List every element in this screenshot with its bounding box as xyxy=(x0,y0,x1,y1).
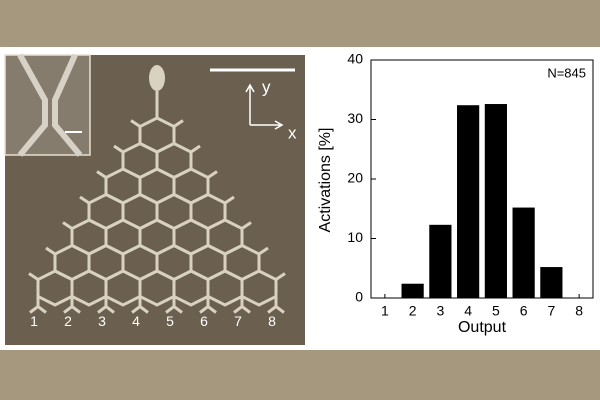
side-stub xyxy=(45,246,56,256)
bar xyxy=(540,267,563,298)
output-label: 2 xyxy=(64,313,72,329)
y-tick-label: 30 xyxy=(347,110,363,126)
y-axis-label: Activations [%] xyxy=(317,128,334,233)
output-leg xyxy=(29,296,47,314)
side-stub xyxy=(275,272,286,281)
side-stub xyxy=(130,119,141,128)
output-label: 7 xyxy=(234,313,242,329)
x-tick-label: 4 xyxy=(464,303,472,319)
output-leg xyxy=(97,296,115,314)
inset-junction xyxy=(17,53,83,157)
x-tick-label: 5 xyxy=(492,303,500,319)
side-stub xyxy=(173,119,184,128)
output-label: 1 xyxy=(30,313,38,329)
x-tick-label: 3 xyxy=(436,303,444,319)
y-tick-label: 10 xyxy=(347,229,363,245)
output-label: 4 xyxy=(132,313,140,329)
bar xyxy=(457,105,480,298)
side-stub xyxy=(241,221,252,230)
x-tick-label: 8 xyxy=(575,303,583,319)
bar xyxy=(484,104,507,298)
axis-arrows xyxy=(245,83,284,130)
x-tick-label: 2 xyxy=(409,303,417,319)
axis-label-x: x xyxy=(288,123,297,142)
entry-pad xyxy=(149,65,165,91)
output-leg xyxy=(267,296,285,314)
side-stub xyxy=(258,246,269,256)
output-leg xyxy=(199,296,217,314)
side-stub xyxy=(207,170,218,179)
side-stub xyxy=(190,144,201,154)
lattice: 1 2 3 4 5 6 7 8 xyxy=(28,65,286,329)
axis-label-y: y xyxy=(262,77,271,96)
x-tick-label: 7 xyxy=(547,303,555,319)
output-label: 5 xyxy=(166,313,174,329)
output-leg xyxy=(63,296,81,314)
output-label: 3 xyxy=(98,313,106,329)
output-label: 6 xyxy=(200,313,208,329)
output-label: 8 xyxy=(268,313,276,329)
output-leg xyxy=(165,296,183,314)
y-tick-label: 20 xyxy=(347,170,363,186)
side-stub xyxy=(113,144,124,154)
bar xyxy=(429,224,452,298)
annotation: N=845 xyxy=(547,65,586,80)
y-tick-label: 0 xyxy=(355,289,363,305)
output-leg xyxy=(131,296,149,314)
y-tick-label: 40 xyxy=(347,51,363,67)
bar xyxy=(401,283,424,298)
side-stub xyxy=(62,221,73,230)
side-stub xyxy=(96,170,107,179)
side-stub xyxy=(28,272,39,281)
x-axis-label: Output xyxy=(458,319,507,336)
side-stub xyxy=(79,195,90,205)
output-leg xyxy=(233,296,251,314)
x-tick-label: 1 xyxy=(381,303,389,319)
bar xyxy=(512,207,535,298)
x-tick-label: 6 xyxy=(520,303,528,319)
side-stub xyxy=(224,195,235,205)
